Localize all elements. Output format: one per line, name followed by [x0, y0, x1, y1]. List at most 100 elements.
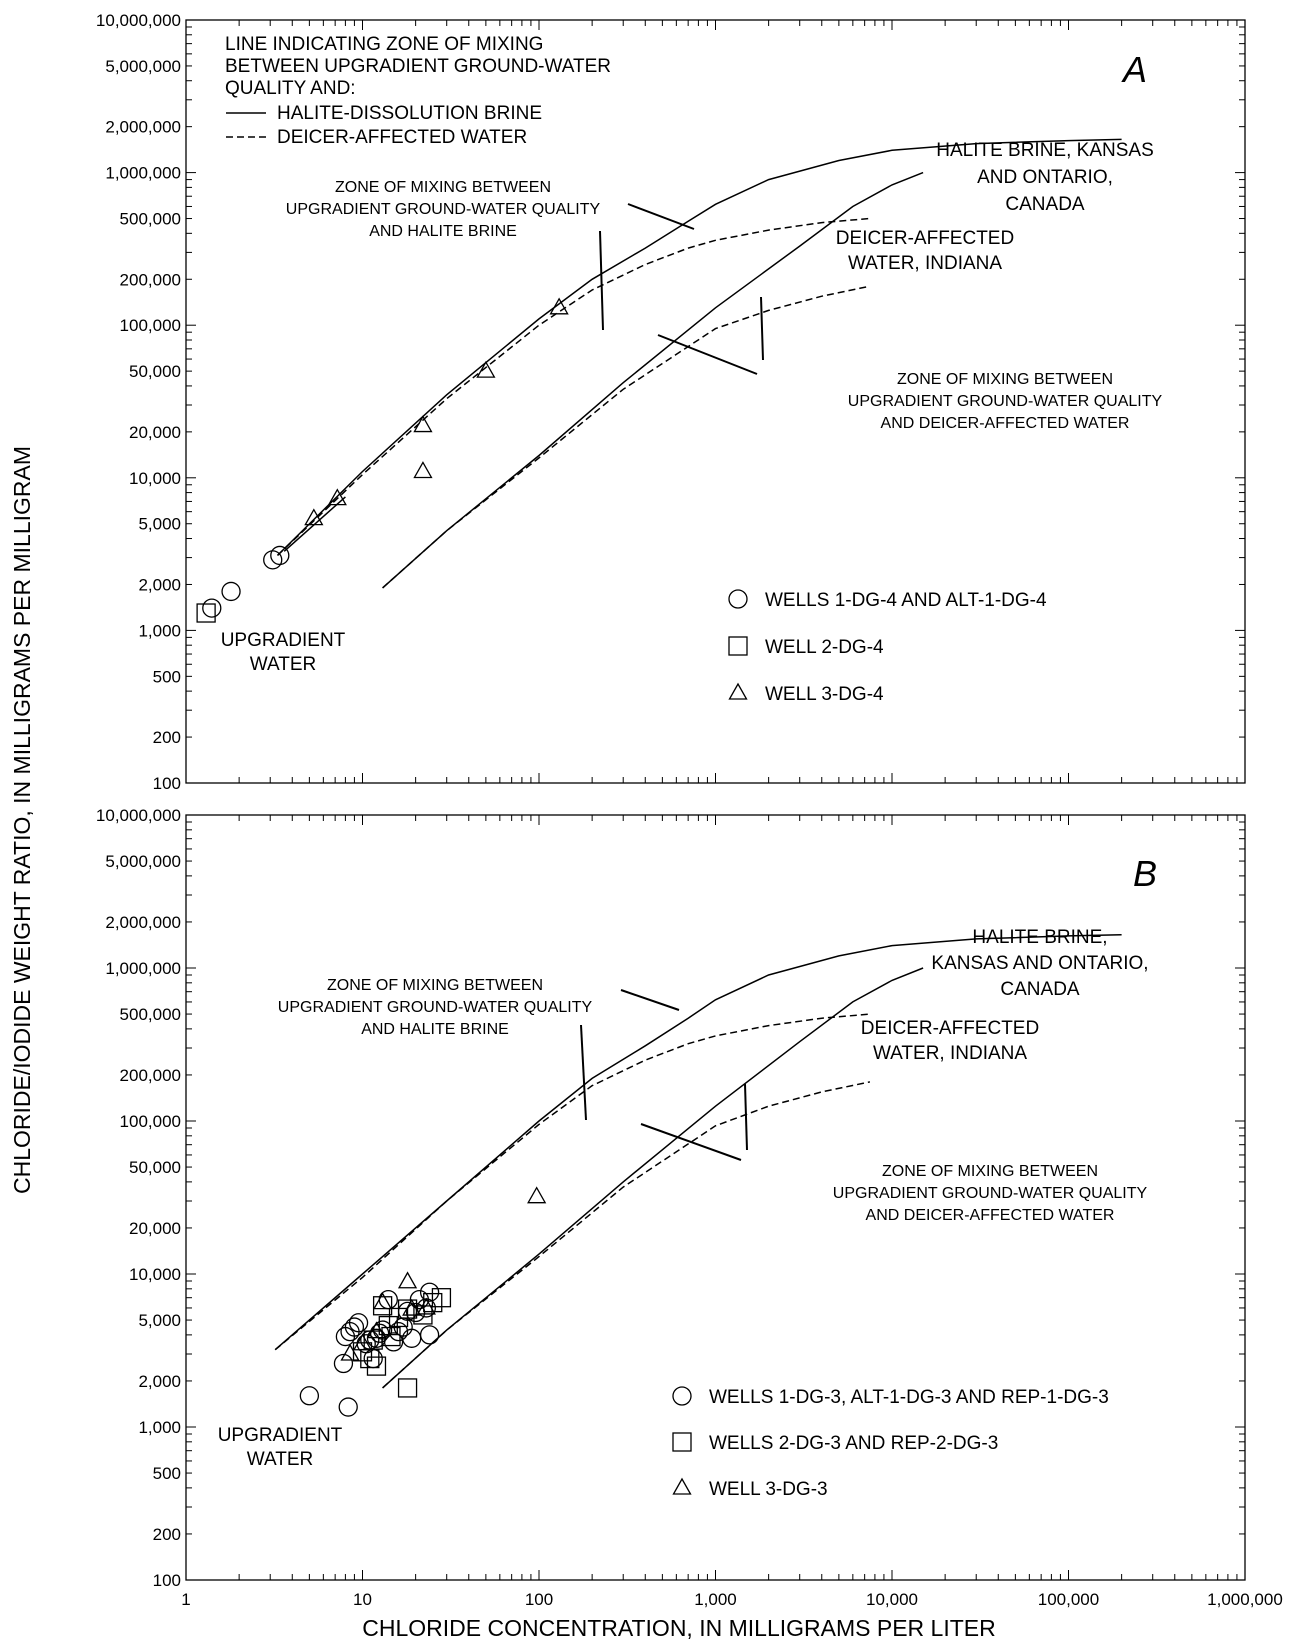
triangle-marker — [549, 297, 569, 315]
y-tick-label: 100 — [153, 1571, 181, 1590]
circle-marker — [348, 1313, 369, 1333]
circle-marker — [728, 589, 748, 609]
zone-label-line: AND DEICER-AFFECTED WATER — [881, 415, 1130, 432]
triangle-marker — [340, 1343, 360, 1361]
circle-marker — [338, 1397, 358, 1417]
curve-label-line: WATER — [247, 1449, 314, 1470]
zone-label-line: UPGRADIENT GROUND-WATER QUALITY — [278, 999, 593, 1016]
circle-marker — [221, 581, 241, 602]
line-key-solid-label: HALITE-DISSOLUTION BRINE — [277, 103, 542, 124]
zone-leader-line — [627, 203, 695, 230]
zone-boundary-line — [580, 1024, 587, 1121]
y-tick-label: 10,000 — [129, 469, 181, 488]
zone-label-line: AND HALITE BRINE — [361, 1021, 509, 1038]
zone-boundary-line — [760, 296, 764, 361]
zone-leader-line — [620, 989, 680, 1011]
curve-label-line: CANADA — [1005, 194, 1085, 215]
zone-label-line: AND DEICER-AFFECTED WATER — [866, 1207, 1115, 1224]
zone-label-line: ZONE OF MIXING BETWEEN — [327, 977, 543, 994]
zone-label-line: ZONE OF MIXING BETWEEN — [897, 371, 1113, 388]
triangle-marker — [416, 1297, 436, 1315]
triangle-marker — [372, 1292, 393, 1310]
curve-label-line: AND ONTARIO, — [977, 167, 1113, 188]
square-marker — [728, 636, 748, 656]
y-tick-label: 10,000,000 — [96, 806, 181, 825]
triangle-marker — [672, 1477, 692, 1495]
y-tick-label: 500,000 — [120, 1005, 181, 1024]
x-tick-label: 10 — [353, 1590, 372, 1609]
y-tick-label: 5,000 — [138, 1311, 181, 1330]
circle-marker — [388, 1321, 409, 1342]
triangle-marker — [352, 1333, 373, 1351]
zone-leader-line — [640, 1123, 742, 1161]
x-tick-label: 1 — [181, 1590, 190, 1609]
y-tick-label: 2,000 — [138, 1372, 181, 1391]
deicer-mixing-line — [274, 1013, 870, 1351]
y-tick-label: 50,000 — [129, 362, 181, 381]
line-key-title: LINE INDICATING ZONE OF MIXING — [225, 34, 543, 55]
deicer-mixing-line — [276, 217, 870, 556]
line-key-title: BETWEEN UPGRADIENT GROUND-WATER — [225, 56, 611, 77]
circle-marker — [383, 1332, 404, 1352]
panel-letter: A — [1121, 49, 1147, 90]
triangle-marker — [304, 508, 324, 526]
zone-label-line: UPGRADIENT GROUND-WATER QUALITY — [833, 1185, 1148, 1202]
zone-boundary-line — [744, 1083, 748, 1151]
zone-leader-line — [657, 334, 758, 375]
circle-marker — [419, 1325, 440, 1345]
legend-label: WELL 2-DG-4 — [765, 637, 884, 658]
circle-marker — [419, 1282, 440, 1302]
legend-label: WELLS 1-DG-4 AND ALT-1-DG-4 — [765, 590, 1047, 611]
y-tick-label: 2,000,000 — [105, 118, 181, 137]
panel-letter: B — [1133, 853, 1157, 894]
circle-marker — [672, 1386, 692, 1406]
curve-label-line: KANSAS AND ONTARIO, — [931, 953, 1148, 974]
x-tick-label: 10,000 — [866, 1590, 918, 1609]
square-marker — [397, 1378, 418, 1398]
y-tick-label: 100,000 — [120, 1112, 181, 1131]
triangle-marker — [413, 415, 433, 433]
circle-marker — [378, 1289, 398, 1310]
square-marker — [672, 1432, 692, 1452]
legend-label: WELLS 2-DG-3 AND REP-2-DG-3 — [709, 1433, 998, 1454]
line-key-title: QUALITY AND: — [225, 78, 356, 99]
circle-marker — [405, 1302, 426, 1323]
y-tick-label: 200,000 — [120, 1066, 181, 1085]
y-tick-label: 200 — [153, 728, 181, 747]
square-marker — [372, 1296, 393, 1316]
y-tick-label: 20,000 — [129, 1219, 181, 1238]
curve-label-line: CANADA — [1000, 979, 1080, 1000]
y-tick-label: 500,000 — [120, 210, 181, 229]
y-tick-label: 10,000 — [129, 1265, 181, 1284]
y-tick-label: 5,000,000 — [105, 57, 181, 76]
curve-label-line: WATER — [250, 654, 317, 675]
y-axis-title: CHLORIDE/IODIDE WEIGHT RATIO, IN MILLIGR… — [9, 446, 35, 1194]
circle-marker — [344, 1317, 365, 1337]
x-tick-label: 100,000 — [1038, 1590, 1099, 1609]
curve-label-line: WATER, INDIANA — [848, 253, 1002, 274]
square-marker — [196, 603, 216, 623]
legend-label: WELL 3-DG-3 — [709, 1479, 828, 1500]
y-tick-label: 2,000 — [138, 575, 181, 594]
circle-marker — [333, 1353, 354, 1374]
triangle-marker — [402, 1298, 422, 1316]
x-axis-title: CHLORIDE CONCENTRATION, IN MILLIGRAMS PE… — [362, 1615, 995, 1641]
triangle-marker — [476, 360, 496, 378]
y-tick-label: 200,000 — [120, 270, 181, 289]
curve-label-line: WATER, INDIANA — [873, 1043, 1027, 1064]
triangle-marker — [728, 682, 748, 700]
curve-label-line: UPGRADIENT — [218, 1425, 343, 1446]
square-marker — [381, 1326, 401, 1347]
panel-B: 100 200 500 1,000 2,000 5,000 10,000 20,000 50,0… — [96, 806, 1283, 1609]
y-tick-label: 50,000 — [129, 1158, 181, 1177]
deicer-mixing-line — [382, 285, 871, 589]
y-tick-label: 100 — [153, 774, 181, 793]
square-marker — [378, 1315, 398, 1336]
y-tick-label: 1,000 — [138, 621, 181, 640]
y-tick-label: 1,000 — [138, 1418, 181, 1437]
triangle-marker — [397, 1271, 418, 1289]
y-tick-label: 1,000,000 — [105, 959, 181, 978]
line-key-dashed-label: DEICER-AFFECTED WATER — [277, 127, 527, 148]
y-tick-label: 1,000,000 — [105, 164, 181, 183]
